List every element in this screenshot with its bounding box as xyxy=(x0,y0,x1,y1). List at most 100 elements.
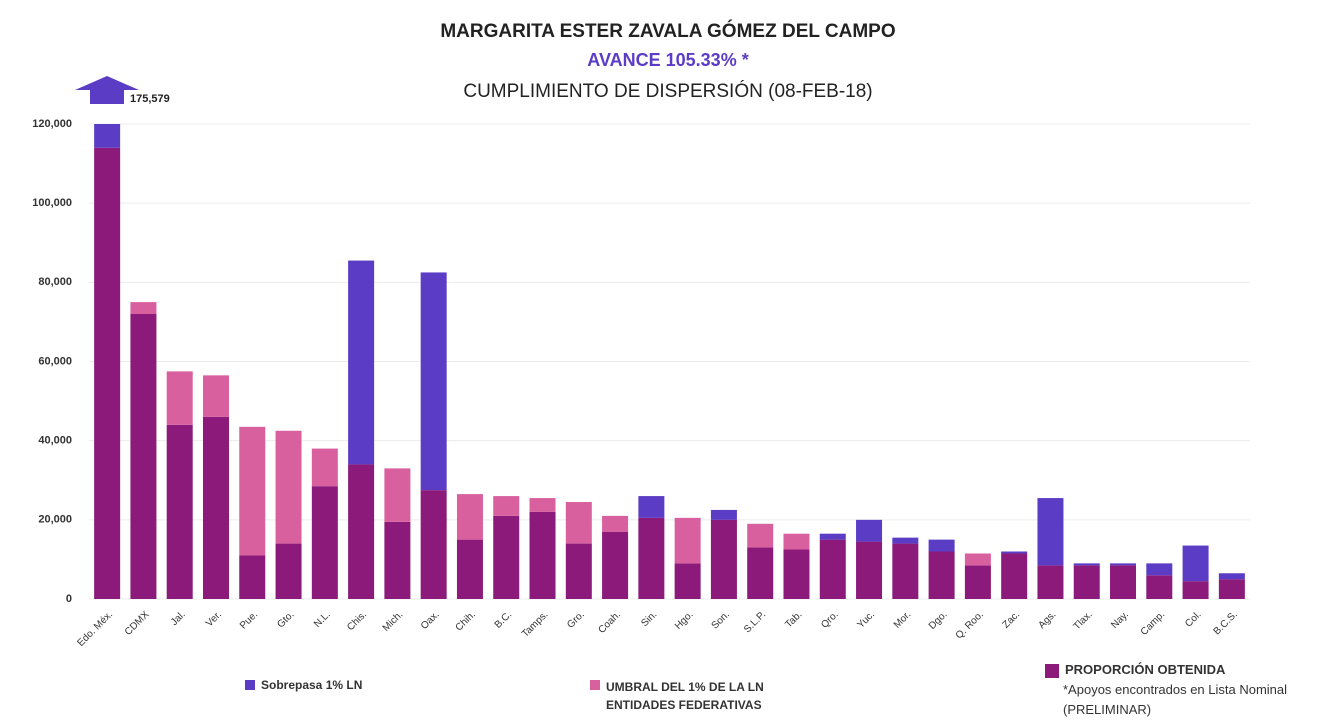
y-tick-label: 0 xyxy=(66,593,72,605)
y-tick-label: 60,000 xyxy=(38,355,72,367)
bar-segment xyxy=(94,147,121,599)
bar-segment xyxy=(1037,565,1064,599)
bar-segment xyxy=(348,464,375,599)
bar-segment xyxy=(638,496,665,518)
x-tick-label: Sin. xyxy=(639,609,659,629)
bar-segment xyxy=(928,539,955,552)
bar-segment xyxy=(202,375,229,417)
bar-segment xyxy=(130,302,157,314)
x-tick-label: Mor. xyxy=(892,609,914,631)
legend-item: PROPORCIÓN OBTENIDA *Apoyos encontrados … xyxy=(1045,662,1325,720)
bar-segment xyxy=(166,371,193,425)
bar-segment xyxy=(892,543,919,599)
legend-swatch xyxy=(590,680,600,690)
bar-segment xyxy=(1073,563,1100,566)
x-tick-label: Jal. xyxy=(169,609,188,628)
bar-segment xyxy=(674,563,701,599)
legend-label: PROPORCIÓN OBTENIDA xyxy=(1065,662,1226,677)
bar-segment xyxy=(529,511,556,599)
x-tick-label: Gro. xyxy=(565,609,587,631)
bar-segment xyxy=(384,521,411,599)
legend-note: *Apoyos encontrados en Lista Nominal (PR… xyxy=(1063,682,1288,717)
x-tick-label: Tlax. xyxy=(1072,609,1095,632)
bar-segment xyxy=(94,124,121,148)
legend-swatch xyxy=(1045,664,1059,678)
x-tick-label: Qro. xyxy=(819,609,841,631)
bar-segment xyxy=(747,547,774,599)
bar-segment xyxy=(710,509,737,520)
bar-segment xyxy=(638,517,665,599)
bar-segment xyxy=(1218,573,1245,580)
bar-segment xyxy=(856,541,883,599)
bar-segment xyxy=(1146,575,1173,599)
chart-subtitle: AVANCE 105.33% * xyxy=(587,50,748,70)
bar-segment xyxy=(783,533,810,550)
x-tick-label: B.C. xyxy=(493,609,515,631)
x-tick-label: Ver. xyxy=(204,609,224,629)
y-tick-label: 40,000 xyxy=(38,435,72,447)
arrow xyxy=(75,76,139,104)
x-tick-label: Tamps. xyxy=(520,609,551,640)
bar-segment xyxy=(493,496,520,516)
bar-segment xyxy=(275,543,302,599)
bar-segment xyxy=(1001,553,1028,599)
bar-segment xyxy=(202,416,229,599)
y-tick-label: 100,000 xyxy=(32,197,72,209)
bar-segment xyxy=(420,490,447,599)
bar-segment xyxy=(239,555,266,599)
bar-segment xyxy=(819,539,846,599)
x-tick-label: Coah. xyxy=(596,609,623,636)
bar-segment xyxy=(456,494,483,540)
x-tick-label: Son. xyxy=(710,609,732,631)
bar-segment xyxy=(964,565,991,599)
bar-segment xyxy=(710,519,737,599)
bar-segment xyxy=(1182,545,1209,582)
x-tick-label: B.C.S. xyxy=(1212,609,1240,637)
x-tick-label: Chis. xyxy=(345,609,369,633)
bar-segment xyxy=(1182,581,1209,599)
bar-segment xyxy=(166,424,193,599)
chart-title: MARGARITA ESTER ZAVALA GÓMEZ DEL CAMPO xyxy=(440,20,895,42)
bar-segment xyxy=(1001,551,1028,554)
annotation: 175,579 xyxy=(130,93,170,105)
x-tick-label: S.L.P. xyxy=(742,609,768,635)
x-tick-label: Zac. xyxy=(1001,609,1023,631)
y-tick-label: 80,000 xyxy=(38,276,72,288)
bar-segment xyxy=(275,430,302,544)
bar-segment xyxy=(783,549,810,599)
bar-segment xyxy=(456,539,483,599)
bar-segment xyxy=(565,502,592,544)
x-tick-label: Chih. xyxy=(454,609,478,633)
x-tick-label: Mich. xyxy=(381,609,406,634)
bar-segment xyxy=(819,533,846,540)
bar-segment xyxy=(1037,498,1064,566)
legend-item: UMBRAL DEL 1% DE LA LN ENTIDADES FEDERAT… xyxy=(590,678,820,714)
x-tick-label: Tab. xyxy=(783,609,804,630)
bar-segment xyxy=(384,468,411,522)
bar-segment xyxy=(602,531,629,599)
bar-segment xyxy=(856,519,883,542)
bar-segment xyxy=(1110,563,1137,566)
legend-label: Sobrepasa 1% LN xyxy=(261,678,363,692)
bar-segment xyxy=(892,537,919,544)
x-tick-label: Oax. xyxy=(419,609,442,632)
bar-segment xyxy=(311,448,338,487)
bar-segment xyxy=(130,314,157,599)
x-tick-label: Col. xyxy=(1183,609,1203,629)
x-tick-label: Camp. xyxy=(1139,609,1168,638)
y-tick-label: 120,000 xyxy=(32,118,72,130)
x-tick-label: Edo. Méx. xyxy=(76,609,116,649)
legend-item: Sobrepasa 1% LN xyxy=(245,678,362,692)
bar-segment xyxy=(311,486,338,599)
x-tick-label: CDMX xyxy=(123,609,152,638)
chart-subtitle2: CUMPLIMIENTO DE DISPERSIÓN (08-FEB-18) xyxy=(463,80,872,102)
bars xyxy=(94,124,1245,599)
x-tick-label: Yuc. xyxy=(855,609,877,631)
x-tick-label: Nay. xyxy=(1109,609,1131,631)
bar-segment xyxy=(1110,565,1137,599)
bar-segment xyxy=(420,272,447,491)
bar-segment xyxy=(1146,563,1173,576)
x-tick-label: Ags. xyxy=(1037,609,1059,631)
